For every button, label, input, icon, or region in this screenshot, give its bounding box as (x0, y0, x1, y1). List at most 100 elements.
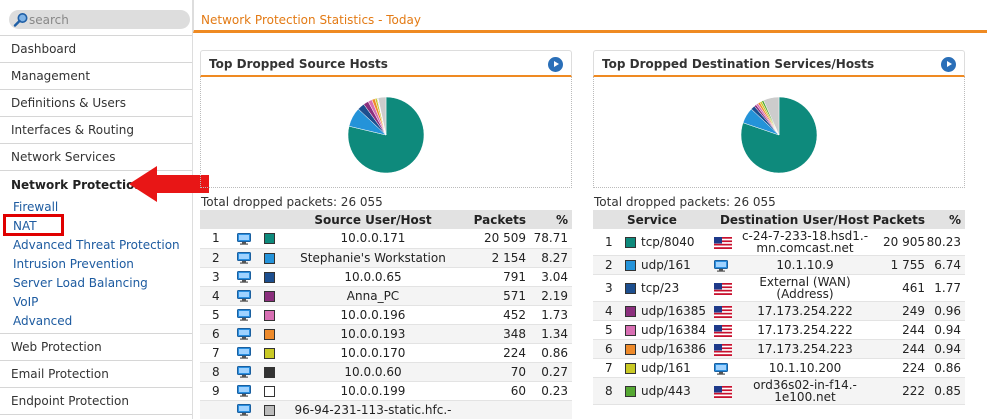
table-row[interactable]: 3 tcp/23 External (WAN) (Address) 461 1.77 (593, 274, 965, 302)
packets-cell: 244 (869, 320, 925, 340)
packets-cell: 224 (869, 358, 925, 378)
destination-host: External (WAN) (Address) (741, 275, 869, 301)
destination-host: 17.173.254.222 (741, 304, 869, 318)
rank-cell: 8 (593, 377, 623, 405)
table-row[interactable]: 8 10.0.0.60 70 0.27 (200, 362, 572, 382)
color-swatch (625, 237, 636, 248)
total-dropped-packets: Total dropped packets: 26 055 (201, 195, 383, 209)
rank-cell: 1 (593, 229, 623, 256)
col-type (230, 210, 258, 229)
service-cell: udp/443 (623, 377, 711, 405)
destination-host-line1: 17.173.254.222 (757, 323, 853, 337)
us-flag-icon (714, 282, 732, 295)
table-row[interactable]: 7 10.0.0.170 224 0.86 (200, 343, 572, 363)
source-hosts-table: Source User/Host Packets % 1 10.0.0.171 20… (200, 210, 572, 419)
color-swatch (263, 328, 275, 340)
us-flag-icon (714, 343, 732, 356)
table-row[interactable]: 6 10.0.0.193 348 1.34 (200, 324, 572, 344)
packets-cell: 249 (869, 301, 925, 321)
sidebar-subitem-server-load-balancing[interactable]: Server Load Balancing (13, 276, 148, 290)
col-source-host: Source User/Host (280, 210, 466, 229)
table-row[interactable]: 5 10.0.0.196 452 1.73 (200, 305, 572, 325)
host-cell: Stephanie's Workstation (280, 248, 466, 268)
service-cell: tcp/8040 (623, 229, 711, 256)
sidebar-item-management[interactable]: Management (0, 63, 192, 90)
color-cell (258, 362, 280, 382)
col-packets: Packets (466, 210, 526, 229)
table-row[interactable]: 8 udp/443 ord36s02-in-f14.- 1e100.net 222 0.8… (593, 377, 965, 405)
rank-cell: 3 (200, 267, 230, 287)
sidebar-item-definitions-users[interactable]: Definitions & Users (0, 90, 192, 117)
sidebar-item-endpoint-protection[interactable]: Endpoint Protection (0, 388, 192, 415)
computer-icon (237, 385, 251, 397)
computer-icon (237, 347, 251, 359)
table-row[interactable]: 1 10.0.0.171 20 509 78.71 (200, 229, 572, 249)
packets-cell: 571 (466, 286, 526, 306)
table-row[interactable]: 96-94-231-113-static.hfc.- (200, 400, 572, 419)
table-row[interactable]: 4 Anna_PC 571 2.19 (200, 286, 572, 306)
go-arrow-icon[interactable] (941, 57, 956, 72)
table-row[interactable]: 2 Stephanie's Workstation 2 154 8.27 (200, 248, 572, 268)
table-row[interactable]: 9 10.0.0.199 60 0.23 (200, 381, 572, 401)
destination-cell: 17.173.254.223 (711, 339, 869, 359)
table-row[interactable]: 1 tcp/8040 c-24-7-233-18.hsd1.- mn.comcast.… (593, 229, 965, 256)
search-input[interactable] (29, 11, 179, 28)
sidebar-subitems: Firewall NAT Advanced Threat Protection … (0, 198, 192, 334)
table-row[interactable]: 2 udp/161 10.1.10.9 1 755 6.74 (593, 255, 965, 275)
host-cell: 10.0.0.171 (280, 229, 466, 249)
panel-header: Top Dropped Destination Services/Hosts (593, 50, 965, 77)
sidebar-subitem-nat[interactable]: NAT (13, 219, 37, 233)
col-percent: % (925, 210, 965, 229)
go-arrow-icon[interactable] (548, 57, 563, 72)
computer-icon (237, 290, 251, 302)
search-box[interactable] (9, 10, 190, 29)
rank-cell: 8 (200, 362, 230, 382)
service-cell: udp/161 (623, 358, 711, 378)
sidebar-subitem-advanced[interactable]: Advanced (13, 314, 73, 328)
percent-cell: 0.23 (526, 381, 572, 401)
table-row[interactable]: 4 udp/16385 17.173.254.222 249 0.96 (593, 301, 965, 321)
col-destination-host: Destination User/Host (711, 210, 869, 229)
destination-host: 17.173.254.222 (741, 323, 869, 337)
sidebar-subitem-advanced-threat-protection[interactable]: Advanced Threat Protection (13, 238, 180, 252)
sidebar-subitem-intrusion-prevention[interactable]: Intrusion Prevention (13, 257, 134, 271)
page-header: Network Protection Statistics - Today (193, 0, 987, 33)
packets-cell: 20 905 (869, 229, 925, 256)
rank-cell: 5 (593, 320, 623, 340)
total-dropped-packets: Total dropped packets: 26 055 (594, 195, 776, 209)
destination-host-line1: c-24-7-233-18.hsd1.- (741, 229, 869, 243)
sidebar-item-network-protection[interactable]: Network Protection (11, 177, 143, 192)
destination-host-line2: mn.comcast.net (756, 241, 854, 255)
destination-host-line1: 10.1.10.200 (768, 361, 842, 375)
destination-host-line1: ord36s02-in-f14.- (753, 378, 857, 392)
computer-icon (714, 362, 728, 375)
packets-cell: 224 (466, 343, 526, 363)
red-arrow-icon (129, 166, 209, 202)
color-cell (258, 400, 280, 419)
source-hosts-pie (347, 96, 425, 174)
table-row[interactable]: 6 udp/16386 17.173.254.223 244 0.94 (593, 339, 965, 359)
percent-cell: 78.71 (526, 229, 572, 249)
host-cell: 10.0.0.60 (280, 362, 466, 382)
sidebar-item-email-protection[interactable]: Email Protection (0, 361, 192, 388)
computer-icon (237, 252, 251, 264)
table-row[interactable]: 7 udp/161 10.1.10.200 224 0.86 (593, 358, 965, 378)
sidebar-item-interfaces-routing[interactable]: Interfaces & Routing (0, 117, 192, 144)
destination-host-line2: 1e100.net (774, 390, 836, 404)
packets-cell (466, 400, 526, 419)
host-cell: 10.0.0.170 (280, 343, 466, 363)
service-label: udp/161 (641, 361, 691, 375)
color-swatch (625, 283, 636, 294)
sidebar-item-dashboard[interactable]: Dashboard (0, 36, 192, 63)
destination-host-line1: 17.173.254.223 (757, 342, 853, 356)
table-row[interactable]: 3 10.0.0.65 791 3.04 (200, 267, 572, 287)
type-cell (230, 305, 258, 325)
sidebar-subitem-firewall[interactable]: Firewall (13, 200, 59, 214)
sidebar-subitem-voip[interactable]: VoIP (13, 295, 39, 309)
packets-cell: 2 154 (466, 248, 526, 268)
table-row[interactable]: 5 udp/16384 17.173.254.222 244 0.94 (593, 320, 965, 340)
destination-host: ord36s02-in-f14.- 1e100.net (741, 378, 869, 404)
sidebar-item-network-services[interactable]: Network Services (0, 144, 192, 171)
sidebar-item-web-protection[interactable]: Web Protection (0, 334, 192, 361)
col-packets: Packets (869, 210, 925, 229)
